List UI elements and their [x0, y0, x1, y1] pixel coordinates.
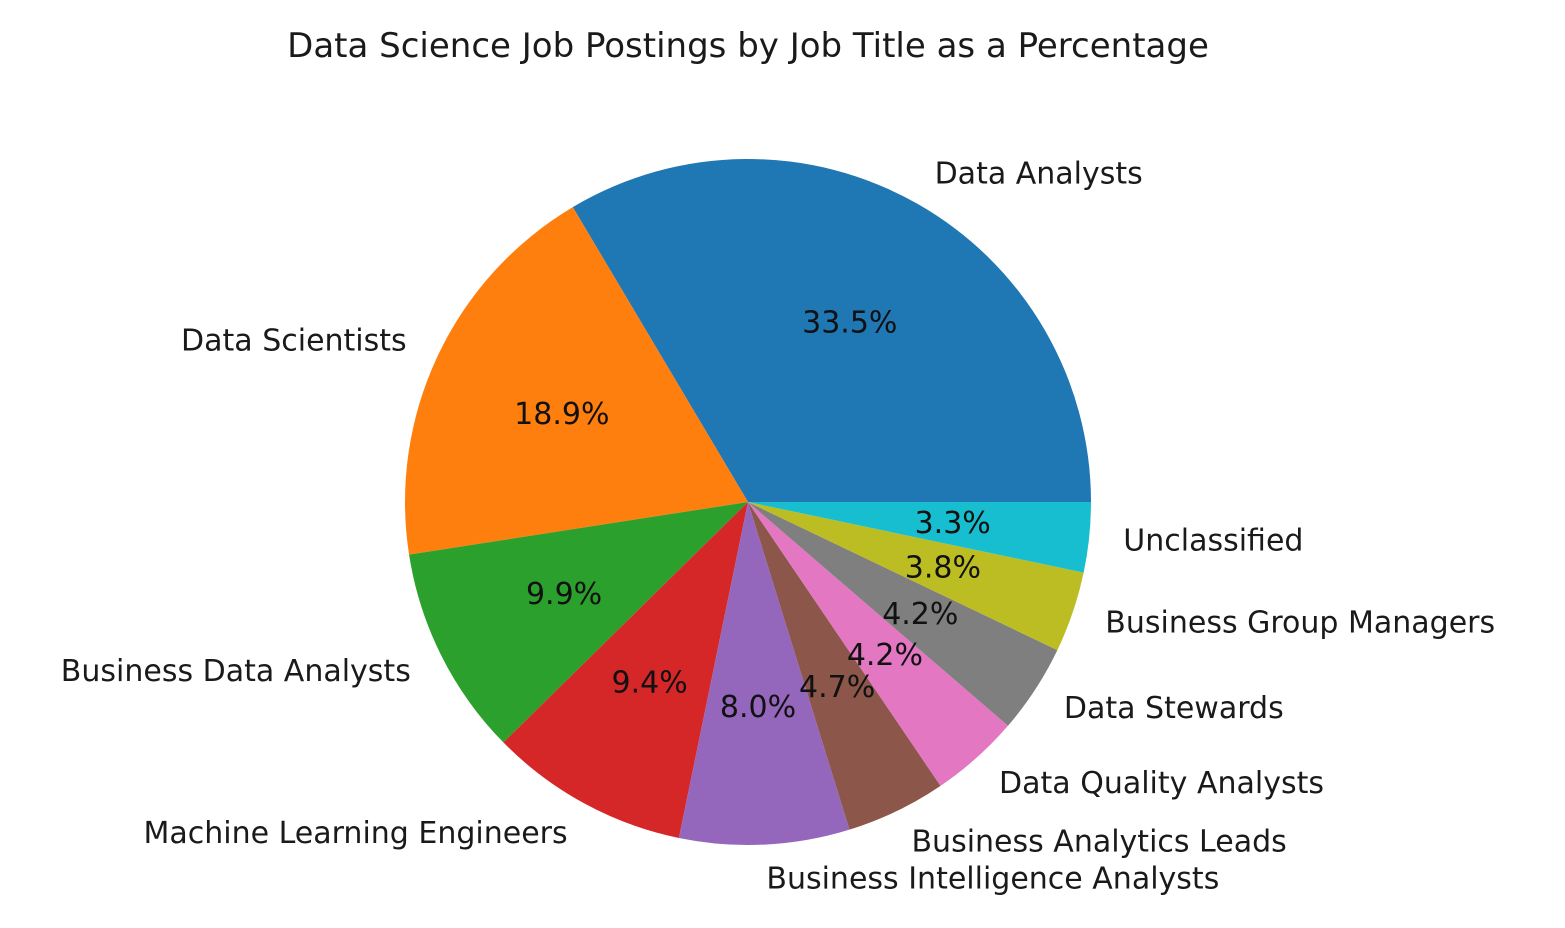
pct-label-data-analysts: 33.5% — [802, 306, 897, 341]
pie-slice-unclassified — [748, 502, 1091, 573]
pct-label-data-stewards: 4.2% — [882, 597, 958, 632]
slice-label-business-data-analysts: Business Data Analysts — [61, 654, 411, 689]
slice-label-unclassified: Unclassified — [1123, 524, 1303, 559]
percentage-labels: 33.5%18.9%9.9%9.4%8.0%4.7%4.2%4.2%3.8%3.… — [514, 306, 991, 725]
slice-label-business-group-managers: Business Group Managers — [1105, 606, 1495, 641]
pie-slice-business-analytics-leads — [748, 502, 941, 830]
slice-label-business-analytics-leads: Business Analytics Leads — [911, 825, 1286, 860]
pct-label-machine-learning-engineers: 9.4% — [612, 665, 688, 700]
pie-slice-data-quality-analysts — [748, 502, 1008, 786]
pie-slice-data-stewards — [748, 502, 1058, 726]
pct-label-data-scientists: 18.9% — [514, 397, 609, 432]
pie-slice-machine-learning-engineers — [503, 502, 748, 838]
pct-label-business-intelligence-analysts: 8.0% — [720, 690, 796, 725]
slice-label-data-scientists: Data Scientists — [181, 324, 407, 359]
pie-slice-business-data-analysts — [409, 502, 748, 743]
pie-slice-data-analysts — [572, 159, 1092, 502]
pct-label-business-analytics-leads: 4.7% — [799, 670, 875, 705]
slice-label-data-analysts: Data Analysts — [935, 157, 1143, 192]
pct-label-data-quality-analysts: 4.2% — [847, 638, 923, 673]
pct-label-business-group-managers: 3.8% — [905, 551, 981, 586]
slice-label-data-quality-analysts: Data Quality Analysts — [999, 766, 1324, 801]
pie-slices — [404, 159, 1092, 845]
pct-label-unclassified: 3.3% — [915, 506, 991, 541]
slice-label-data-stewards: Data Stewards — [1064, 691, 1284, 726]
category-labels: Data Analysts Data Scientists Business Dat… — [61, 157, 1495, 897]
pie-slice-business-intelligence-analysts — [678, 502, 850, 845]
chart-title: Data Science Job Postings by Job Title a… — [287, 26, 1209, 66]
pie-slice-business-group-managers — [748, 502, 1084, 651]
slice-label-machine-learning-engineers: Machine Learning Engineers — [143, 816, 567, 851]
pie-slice-data-scientists — [404, 207, 748, 555]
slice-label-business-intelligence-analysts: Business Intelligence Analysts — [766, 861, 1219, 896]
pct-label-business-data-analysts: 9.9% — [526, 577, 602, 612]
